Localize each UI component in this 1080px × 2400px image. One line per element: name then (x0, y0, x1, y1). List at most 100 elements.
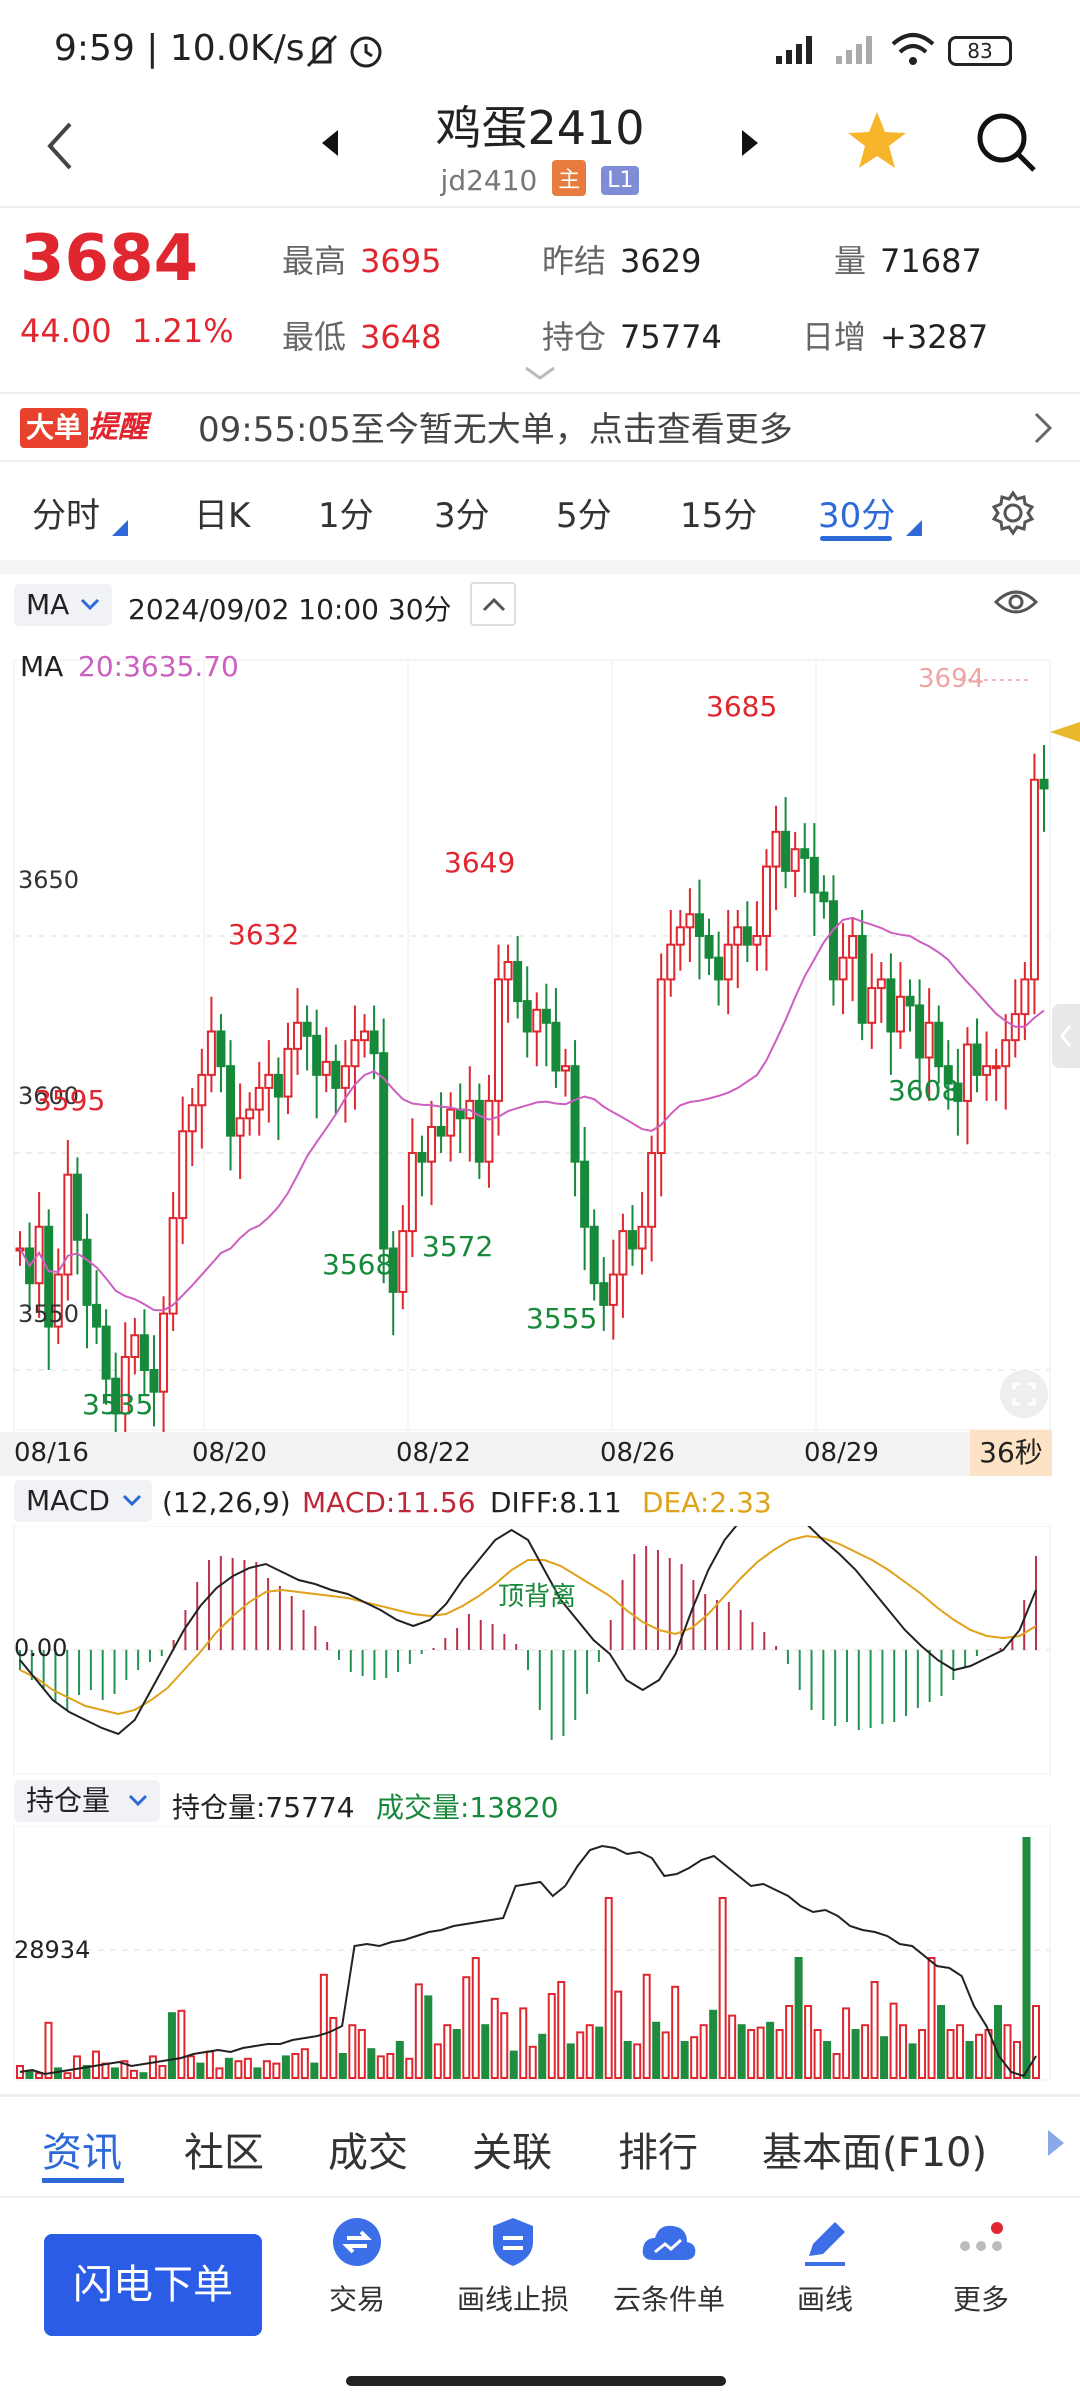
indicator-selector[interactable]: MA (14, 584, 112, 626)
volume-bar-up (386, 2053, 395, 2079)
expand-chevron-icon[interactable] (522, 364, 558, 382)
line-stop-button[interactable]: 画线止损 (428, 2216, 598, 2318)
macd-chart[interactable] (0, 1526, 1080, 1776)
candle-up (982, 1065, 992, 1076)
tab-1min[interactable]: 1分 (318, 496, 374, 536)
favorite-star-icon[interactable] (844, 108, 910, 174)
tab-5min[interactable]: 5分 (556, 496, 612, 536)
candle-up (962, 1043, 972, 1102)
more-tabs-arrow-icon[interactable] (1046, 2128, 1066, 2158)
tab-15min[interactable]: 15分 (680, 496, 758, 536)
candle-up (254, 1086, 264, 1111)
volume-bar-down (338, 2053, 347, 2079)
volume-bar-up (1013, 2041, 1022, 2079)
volume-bar-up (699, 2024, 708, 2079)
tab-timeshare[interactable]: 分时 (32, 496, 100, 536)
tab-daily[interactable]: 日K (194, 496, 251, 536)
alert-text[interactable]: 09:55:05至今暂无大单，点击查看更多 (198, 410, 793, 450)
fullscreen-icon[interactable] (998, 1368, 1050, 1420)
oi-name: 持仓量 (26, 1784, 111, 1817)
tab-fundamentals[interactable]: 基本面(F10) (762, 2130, 988, 2176)
indicator-chevron-icon (80, 598, 100, 611)
tab-ranking[interactable]: 排行 (618, 2130, 698, 2176)
volume-bar-up (633, 2043, 642, 2079)
volume-bar-down (823, 2041, 832, 2079)
date-3: 08/26 (600, 1438, 675, 1468)
candle-up (685, 913, 695, 929)
volume-bar-up (234, 2060, 243, 2079)
eye-icon[interactable] (992, 582, 1040, 622)
y-tick-3550: 3550 (18, 1300, 80, 1328)
candle-down (101, 1325, 111, 1380)
tab-related[interactable]: 关联 (472, 2130, 552, 2176)
annotation-high-3649: 3649 (444, 846, 516, 879)
candle-up (618, 1230, 628, 1276)
chevron-up-icon (482, 597, 506, 612)
candle-up (178, 1130, 188, 1220)
tab-30min-dropdown-icon (906, 520, 922, 536)
macd-zero-label: 0.00 (14, 1634, 68, 1662)
candle-up (761, 865, 771, 937)
tab-community[interactable]: 社区 (184, 2130, 264, 2176)
tab-30min[interactable]: 30分 (818, 496, 896, 536)
volume-bar-down (452, 2029, 461, 2079)
next-contract-icon[interactable] (738, 128, 762, 158)
volume-bar-down (851, 2029, 860, 2079)
home-indicator[interactable] (346, 2376, 726, 2386)
volume-bar-up (433, 2043, 442, 2079)
side-panel-handle[interactable] (1052, 1004, 1080, 1068)
macd-selector[interactable]: MACD (14, 1480, 152, 1522)
candle-up (675, 926, 685, 946)
volume-bar-up (889, 2002, 898, 2080)
candle-down (1039, 778, 1049, 790)
candle-down (953, 1082, 963, 1102)
volume-bar-down (623, 2041, 632, 2079)
collapse-button[interactable] (470, 582, 516, 626)
trade-button[interactable]: 交易 (272, 2216, 442, 2318)
last-price: 3684 (20, 222, 199, 296)
candle-down (828, 900, 838, 981)
volume-bar-up (813, 2029, 822, 2079)
tab-trades[interactable]: 成交 (328, 2130, 408, 2176)
quote-divider (0, 392, 1080, 394)
back-icon[interactable] (40, 118, 80, 174)
open-interest-chart[interactable] (0, 1826, 1080, 2082)
cloud-order-button[interactable]: 云条件单 (584, 2216, 754, 2318)
oi-selector[interactable]: 持仓量 (14, 1780, 160, 1822)
candle-down (455, 1108, 465, 1120)
gear-icon[interactable] (990, 490, 1036, 536)
quote-volume: 量 71687 (834, 236, 982, 282)
volume-bar-down (196, 2062, 205, 2080)
prev-contract-icon[interactable] (318, 128, 342, 158)
volume-bar-up (585, 2024, 594, 2079)
candle-up (1029, 778, 1039, 981)
candle-down (819, 891, 829, 903)
diff-line (19, 1526, 1037, 1736)
candle-up (560, 1065, 570, 1072)
candle-down (857, 935, 867, 1024)
mute-icon (306, 34, 338, 68)
date-1: 08/20 (192, 1438, 267, 1468)
volume-bar-down (538, 2033, 547, 2080)
flash-order-button[interactable]: 闪电下单 (44, 2234, 262, 2336)
volume-bar-up (158, 2065, 167, 2079)
volume-bar-up (918, 2029, 927, 2079)
candle-up (168, 1217, 178, 1315)
candle-down (541, 1008, 551, 1024)
more-button[interactable]: 更多 (896, 2216, 1066, 2318)
candle-up (1020, 978, 1030, 1016)
tab-news[interactable]: 资讯 (42, 2130, 122, 2176)
change-value: 44.00 (20, 312, 112, 350)
tab-3min[interactable]: 3分 (434, 496, 490, 536)
current-price-marker (1050, 722, 1080, 742)
candle-up (752, 935, 762, 946)
candlestick-chart[interactable] (0, 640, 1080, 1480)
candle-down (570, 1065, 580, 1163)
volume-bar-up (557, 1981, 566, 2079)
macd-divergence-annotation: 顶背离 (498, 1582, 577, 1612)
draw-line-button[interactable]: 画线 (740, 2216, 910, 2318)
search-icon[interactable] (974, 110, 1040, 176)
alert-chevron-icon[interactable] (1032, 410, 1056, 446)
annotation-low-3608: 3608 (888, 1074, 960, 1107)
annotation-low-3568: 3568 (322, 1248, 394, 1281)
